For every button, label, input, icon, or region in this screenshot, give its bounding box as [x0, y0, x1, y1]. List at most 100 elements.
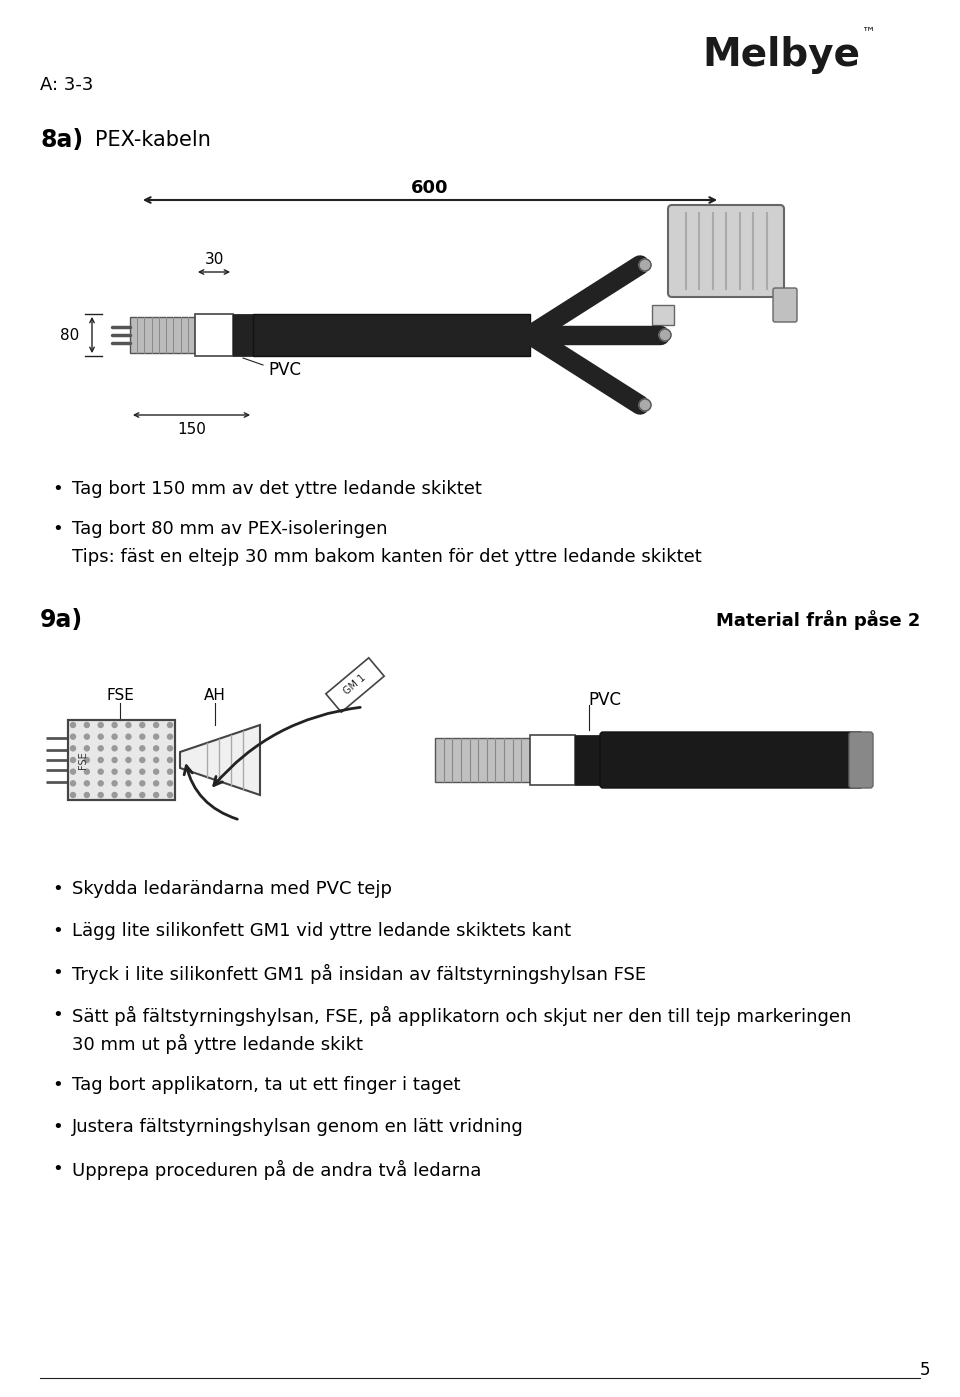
Text: Material från påse 2: Material från påse 2	[715, 610, 920, 630]
Text: 80: 80	[60, 327, 80, 342]
Circle shape	[112, 781, 117, 787]
Circle shape	[84, 792, 89, 798]
Text: •: •	[52, 1076, 62, 1094]
FancyBboxPatch shape	[530, 735, 575, 785]
Text: 9a): 9a)	[40, 608, 84, 631]
Text: •: •	[52, 1006, 62, 1024]
Circle shape	[167, 746, 173, 750]
Circle shape	[639, 258, 651, 271]
Text: 150: 150	[177, 422, 206, 437]
Circle shape	[84, 770, 89, 774]
Circle shape	[167, 735, 173, 739]
Circle shape	[126, 792, 131, 798]
Circle shape	[84, 757, 89, 763]
Text: ™: ™	[862, 25, 876, 39]
Text: Justera fältstyrningshylsan genom en lätt vridning: Justera fältstyrningshylsan genom en lät…	[72, 1118, 524, 1136]
FancyBboxPatch shape	[130, 317, 195, 353]
Circle shape	[98, 722, 104, 728]
Text: PVC: PVC	[588, 692, 621, 710]
Text: 8a): 8a)	[40, 129, 84, 152]
Text: FSE: FSE	[106, 687, 134, 703]
Text: •: •	[52, 1118, 62, 1136]
Circle shape	[84, 735, 89, 739]
Text: Tips: fäst en eltejp 30 mm bakom kanten för det yttre ledande skiktet: Tips: fäst en eltejp 30 mm bakom kanten …	[72, 548, 702, 566]
Circle shape	[98, 746, 104, 750]
Circle shape	[112, 792, 117, 798]
FancyBboxPatch shape	[668, 205, 784, 298]
Circle shape	[84, 722, 89, 728]
Text: Tag bort 80 mm av PEX-isoleringen: Tag bort 80 mm av PEX-isoleringen	[72, 520, 388, 538]
Text: 600: 600	[411, 179, 448, 197]
Circle shape	[639, 400, 651, 411]
Circle shape	[126, 722, 131, 728]
FancyBboxPatch shape	[849, 732, 873, 788]
Circle shape	[70, 735, 76, 739]
Text: Sätt på fältstyrningshylsan, FSE, på applikatorn och skjut ner den till tejp mar: Sätt på fältstyrningshylsan, FSE, på app…	[72, 1006, 852, 1025]
Circle shape	[70, 792, 76, 798]
Text: •: •	[52, 922, 62, 940]
Circle shape	[126, 770, 131, 774]
Circle shape	[70, 757, 76, 763]
Text: A: 3-3: A: 3-3	[40, 75, 93, 94]
Circle shape	[167, 792, 173, 798]
Circle shape	[112, 735, 117, 739]
Circle shape	[112, 746, 117, 750]
Text: Tryck i lite silikonfett GM1 på insidan av fältstyrningshylsan FSE: Tryck i lite silikonfett GM1 på insidan …	[72, 964, 646, 983]
Text: Upprepa proceduren på de andra två ledarna: Upprepa proceduren på de andra två ledar…	[72, 1160, 481, 1180]
Text: PVC: PVC	[268, 360, 301, 379]
Text: Melbye: Melbye	[702, 36, 860, 74]
Circle shape	[112, 770, 117, 774]
Circle shape	[154, 746, 158, 750]
Text: •: •	[52, 1160, 62, 1178]
FancyBboxPatch shape	[253, 314, 530, 356]
Circle shape	[140, 722, 145, 728]
Circle shape	[126, 781, 131, 787]
Circle shape	[167, 757, 173, 763]
Circle shape	[154, 735, 158, 739]
Circle shape	[154, 781, 158, 787]
Text: PEX-kabeln: PEX-kabeln	[95, 130, 211, 149]
Text: •: •	[52, 964, 62, 982]
FancyBboxPatch shape	[435, 738, 530, 782]
Circle shape	[167, 770, 173, 774]
Text: FSE: FSE	[78, 752, 88, 768]
Bar	[325, 658, 384, 712]
Circle shape	[112, 757, 117, 763]
Circle shape	[98, 781, 104, 787]
Circle shape	[98, 735, 104, 739]
Text: •: •	[52, 481, 62, 497]
Circle shape	[140, 781, 145, 787]
Text: Lägg lite silikonfett GM1 vid yttre ledande skiktets kant: Lägg lite silikonfett GM1 vid yttre leda…	[72, 922, 571, 940]
FancyBboxPatch shape	[600, 732, 863, 788]
Text: Tag bort applikatorn, ta ut ett finger i taget: Tag bort applikatorn, ta ut ett finger i…	[72, 1076, 461, 1094]
Circle shape	[154, 792, 158, 798]
Text: 30: 30	[204, 253, 224, 267]
Circle shape	[167, 781, 173, 787]
Circle shape	[140, 746, 145, 750]
Circle shape	[70, 770, 76, 774]
Circle shape	[167, 722, 173, 728]
FancyBboxPatch shape	[233, 314, 253, 356]
Circle shape	[140, 792, 145, 798]
Circle shape	[98, 770, 104, 774]
Circle shape	[70, 781, 76, 787]
Text: 30 mm ut på yttre ledande skikt: 30 mm ut på yttre ledande skikt	[72, 1034, 363, 1055]
Circle shape	[84, 746, 89, 750]
Circle shape	[126, 735, 131, 739]
Text: •: •	[52, 520, 62, 538]
Text: AH: AH	[204, 687, 226, 703]
Circle shape	[154, 770, 158, 774]
Circle shape	[140, 757, 145, 763]
Circle shape	[126, 746, 131, 750]
Circle shape	[140, 770, 145, 774]
Circle shape	[140, 735, 145, 739]
Text: •: •	[52, 880, 62, 898]
FancyBboxPatch shape	[652, 305, 674, 326]
Text: 5: 5	[920, 1361, 930, 1379]
FancyBboxPatch shape	[575, 735, 603, 785]
Circle shape	[154, 757, 158, 763]
Text: GM 1: GM 1	[342, 673, 368, 697]
Circle shape	[98, 757, 104, 763]
Circle shape	[84, 781, 89, 787]
FancyBboxPatch shape	[195, 314, 233, 356]
